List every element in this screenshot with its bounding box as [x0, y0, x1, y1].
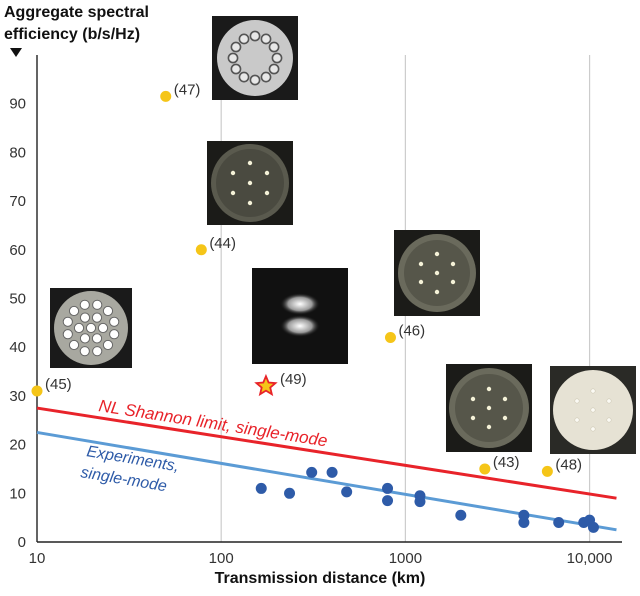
- fiber-core: [68, 305, 80, 317]
- y-tick-60: 60: [9, 242, 26, 259]
- fiber-core: [238, 71, 250, 83]
- y-tick-50: 50: [9, 291, 26, 308]
- singlemode-point: [455, 509, 467, 521]
- fiber-core: [85, 322, 97, 334]
- trend-line-0: [36, 406, 617, 500]
- fiber-core: [91, 312, 103, 323]
- y-axis-title-line2: efficiency (b/s/Hz): [4, 26, 141, 43]
- fiber-image-43: [446, 364, 532, 452]
- point-label: (45): [45, 376, 72, 393]
- fiber-core: [102, 339, 114, 351]
- y-tick-40: 40: [9, 339, 26, 356]
- singlemode-point: [553, 517, 565, 529]
- singlemode-point: [518, 517, 530, 529]
- y-axis-title: Aggregate spectral efficiency (b/s/Hz): [4, 2, 149, 46]
- point-label: (43): [493, 454, 520, 471]
- y-tick-90: 90: [9, 96, 26, 113]
- point-label: (49): [280, 371, 307, 388]
- multicore-point: [541, 465, 553, 477]
- fiber-image-49: [252, 268, 348, 364]
- multicore-point: [384, 331, 396, 343]
- singlemode-point: [382, 482, 394, 494]
- fiber-core: [92, 346, 103, 357]
- y-tick-70: 70: [9, 193, 26, 210]
- fiber-core: [79, 299, 90, 310]
- fiber-core: [97, 322, 109, 334]
- data-points: [31, 90, 599, 533]
- fiber-core: [268, 41, 280, 53]
- multicore-point: [479, 463, 491, 475]
- singlemode-point: [284, 487, 296, 499]
- fiber-image-44: [207, 141, 293, 225]
- point-label: (44): [209, 235, 236, 252]
- y-tick-0: 0: [18, 534, 26, 551]
- x-tick-1000: 1000: [389, 550, 422, 567]
- star-point: [254, 373, 278, 397]
- fiber-core: [227, 52, 239, 64]
- y-tick-20: 20: [9, 437, 26, 454]
- x-tick-10: 10: [29, 550, 46, 567]
- point-annotations: (45) (47) (44) (46) (43) (48) (49): [45, 81, 582, 473]
- fiber-core: [73, 322, 85, 334]
- y-axis-arrow-icon: [10, 48, 22, 57]
- fiber-core: [109, 329, 120, 340]
- fiber-image-48: [550, 366, 636, 454]
- y-tick-30: 30: [9, 388, 26, 405]
- fiber-core: [230, 63, 242, 75]
- fiber-image-45: [50, 288, 132, 368]
- y-axis-title-line1: Aggregate spectral: [4, 4, 149, 21]
- fiber-core: [62, 316, 73, 327]
- singlemode-point: [382, 495, 394, 507]
- fiber-core: [91, 333, 103, 344]
- fiber-core: [238, 33, 250, 45]
- fiber-core: [249, 30, 261, 42]
- fiber-core: [260, 71, 272, 83]
- fiber-core: [92, 299, 103, 310]
- multicore-point: [160, 90, 172, 102]
- singlemode-point: [341, 486, 353, 498]
- fiber-core: [79, 312, 91, 323]
- x-tick-100: 100: [209, 550, 234, 567]
- fiber-core: [109, 316, 120, 327]
- point-label: (46): [398, 322, 425, 339]
- fiber-core: [230, 41, 242, 53]
- x-tick-10,000: 10,000: [567, 550, 613, 567]
- fiber-core: [271, 52, 283, 64]
- multicore-point: [195, 244, 207, 256]
- fiber-core: [68, 339, 80, 351]
- point-label: (48): [555, 456, 582, 473]
- fiber-core: [79, 346, 90, 357]
- fiber-core: [268, 63, 280, 75]
- axes: [36, 55, 622, 543]
- x-axis-title: Transmission distance (km): [214, 570, 426, 587]
- fiber-core: [249, 74, 261, 86]
- singlemode-point: [255, 482, 267, 494]
- fiber-core: [260, 33, 272, 45]
- y-tick-80: 80: [9, 144, 26, 161]
- fiber-image-46: [394, 230, 480, 316]
- fiber-core: [102, 305, 114, 317]
- singlemode-point: [326, 466, 338, 478]
- singlemode-point: [414, 496, 426, 508]
- singlemode-point: [587, 521, 599, 533]
- fiber-image-47: [212, 16, 298, 100]
- singlemode-point: [306, 466, 318, 478]
- point-label: (47): [174, 81, 201, 98]
- y-tick-10: 10: [9, 485, 26, 502]
- fiber-core: [79, 333, 91, 344]
- multicore-point: [31, 385, 43, 397]
- fiber-core: [62, 329, 73, 340]
